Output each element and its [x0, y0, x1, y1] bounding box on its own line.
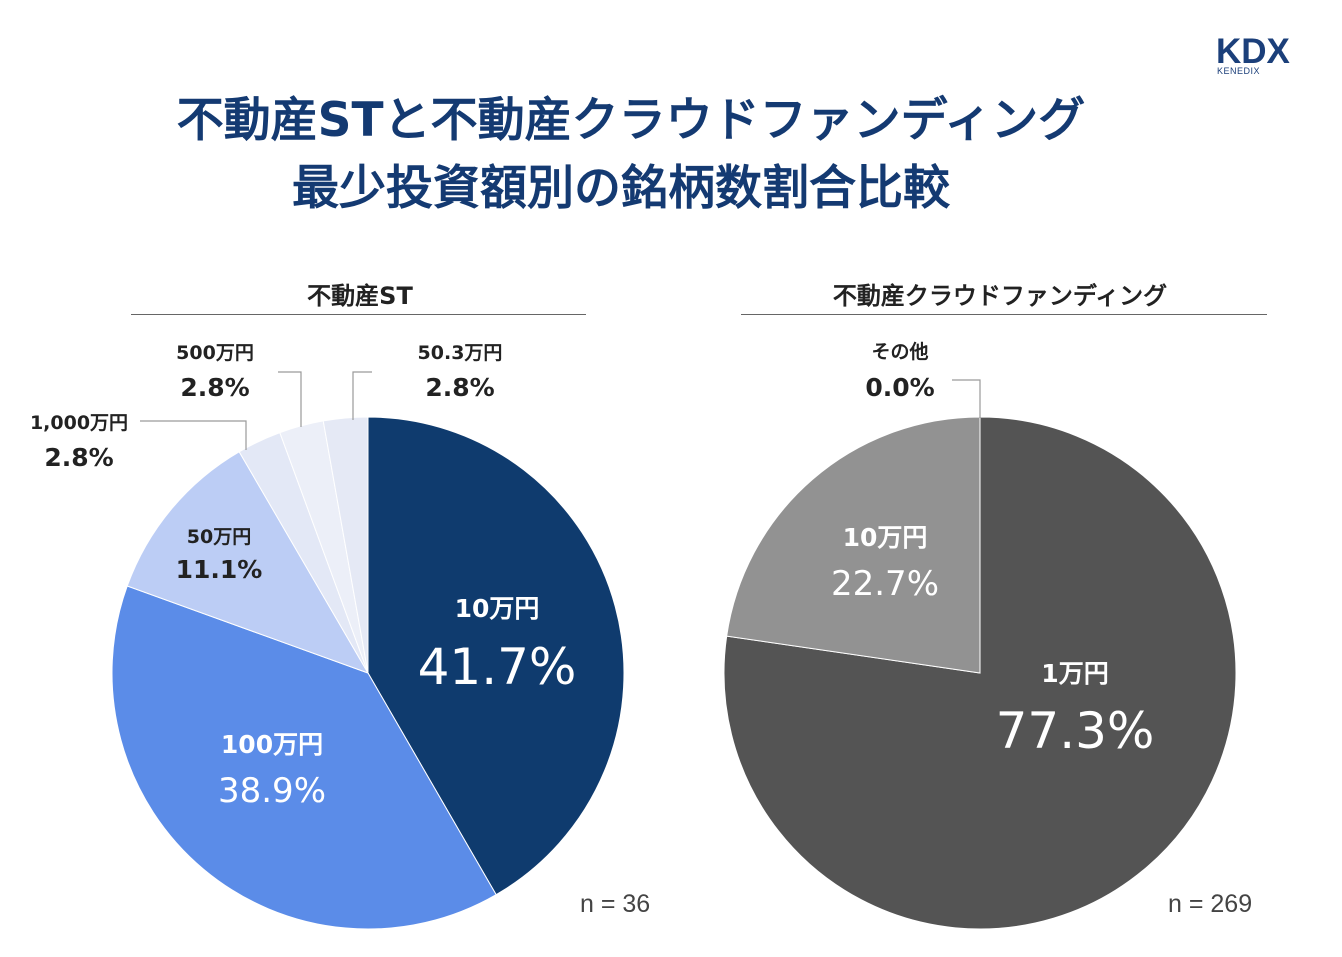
- leader-1000man: [140, 420, 247, 450]
- page-title-line2: 最少投資額別の銘柄数割合比較: [292, 161, 950, 216]
- slice-label-1man: 1万円: [1041, 659, 1108, 688]
- logo-sub-text: KENEDIX: [1217, 66, 1261, 76]
- pie1-slice-0: [367, 416, 625, 896]
- leader-lines: [140, 371, 981, 450]
- leader-sonota: [952, 379, 981, 418]
- chart2-title-rule: [741, 314, 1267, 315]
- slice-value-500man: 2.8%: [180, 373, 249, 402]
- pie-chart-st: [111, 416, 625, 930]
- slice-label-sonota: その他: [871, 340, 928, 363]
- pie1-slice-5: [322, 416, 369, 674]
- pie2-slice-1: [726, 416, 981, 674]
- slice-label-100man: 100万円: [221, 730, 323, 759]
- pie2-slice-0: [723, 416, 1237, 930]
- slice-label-10man-cf: 10万円: [843, 523, 928, 552]
- chart2-n-label: n = 269: [1168, 890, 1253, 918]
- kdx-logo: KDX KENEDIX: [1216, 32, 1306, 78]
- slice-value-50-3man: 2.8%: [425, 373, 494, 402]
- slice-value-50man: 11.1%: [176, 555, 263, 584]
- slice-label-10man-st: 10万円: [455, 594, 540, 623]
- chart1-n-label: n = 36: [580, 890, 651, 918]
- slice-value-1000man: 2.8%: [44, 443, 113, 472]
- slice-value-sonota: 0.0%: [865, 373, 934, 402]
- slice-value-10man-cf: 22.7%: [831, 564, 939, 604]
- slice-label-1000man: 1,000万円: [30, 412, 128, 434]
- slice-value-100man: 38.9%: [218, 771, 326, 811]
- chart1-title-rule: [131, 314, 586, 315]
- logo-main-text: KDX: [1216, 32, 1290, 71]
- slice-label-50man: 50万円: [187, 526, 251, 548]
- slice-value-1man: 77.3%: [996, 702, 1155, 760]
- pie-chart-crowdfunding: [723, 416, 1237, 930]
- slice-labels: 10万円 41.7% 100万円 38.9% 50万円 11.1% 1,000万円 2.8% 5…: [30, 340, 1154, 811]
- pie1-slice-1: [111, 585, 497, 930]
- leader-500man: [278, 371, 302, 427]
- page-title-line1: 不動産STと不動産クラウドファンディング: [176, 93, 1086, 148]
- chart2-title: 不動産クラウドファンディング: [832, 282, 1168, 310]
- pie1-slice-2: [126, 451, 370, 674]
- chart1-title: 不動産ST: [307, 282, 413, 310]
- slice-label-50-3man: 50.3万円: [418, 342, 503, 364]
- slice-value-10man-st: 41.7%: [418, 638, 577, 696]
- slice-label-500man: 500万円: [176, 342, 254, 364]
- leader-50-3man: [352, 371, 372, 420]
